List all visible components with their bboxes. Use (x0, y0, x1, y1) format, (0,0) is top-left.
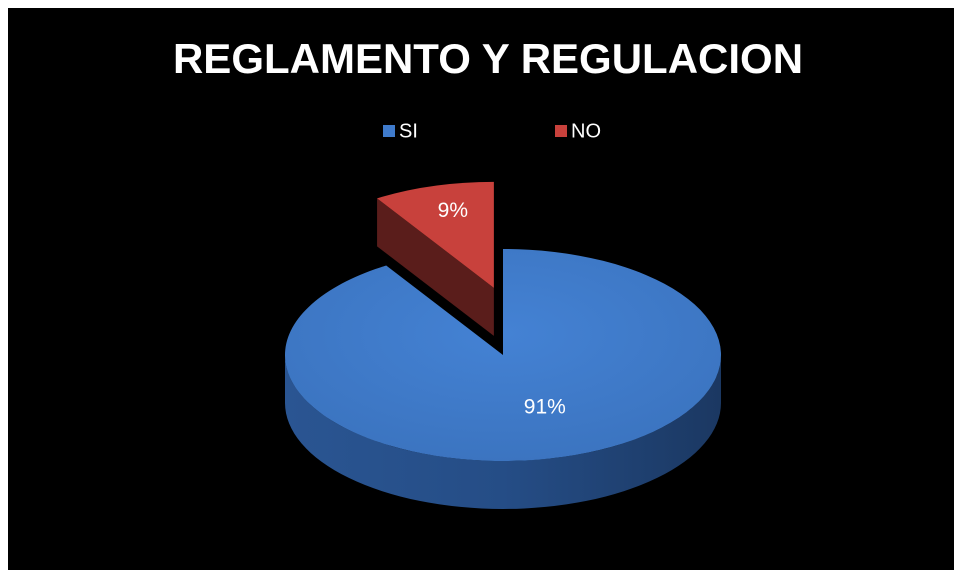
legend-swatch (383, 125, 395, 137)
legend-label: SI (399, 120, 418, 142)
data-label: 91% (524, 396, 566, 419)
legend-swatch (555, 125, 567, 137)
slice (377, 181, 494, 288)
slice-side (285, 355, 721, 509)
slice-face (377, 198, 494, 336)
chart-title: REGLAMENTO Y REGULACION (173, 35, 803, 82)
slice (285, 249, 721, 461)
data-label: 9% (438, 199, 468, 222)
legend-label: NO (571, 120, 601, 142)
